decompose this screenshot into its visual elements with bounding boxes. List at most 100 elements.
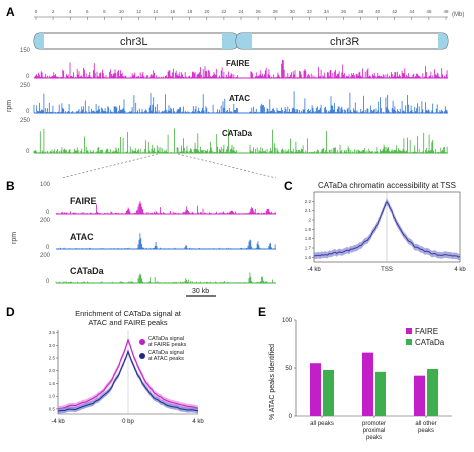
megabase-tick-label: 0 [35,9,38,14]
y-tick-label: 3.0 [49,343,56,348]
legend-atac-marker [139,353,145,359]
y-tick-label: 3.5 [49,330,56,335]
megabase-tick-label: 30 [290,9,296,14]
panel-a-catada-ymin: 0 [26,149,30,155]
megabase-tick-label: 10 [119,9,125,14]
megabase-tick-label: 6 [86,9,89,14]
x-tick-label: 4 kb [192,419,204,425]
megabase-tick-label: 46 [426,9,432,14]
y-tick-label: 1.7 [305,246,312,251]
chr3R-telomere-shade [438,33,448,49]
megabase-tick-label: 32 [307,9,313,14]
megabase-tick-label: 16 [170,9,176,14]
megabase-tick-label: 48 [443,9,449,14]
y-tick-label: 50 [285,366,292,372]
legend-faire-marker [139,339,145,345]
panel-b-scale-label: 30 kb [192,288,209,295]
megabase-tick-label: 18 [187,9,193,14]
x-tick-label: 4 kb [454,267,466,273]
panel-a-catada-ymax: 250 [20,118,31,124]
y-tick-label: 1.5 [49,381,56,386]
bar-catada-0 [323,369,334,416]
y-tick-label: 1.0 [49,394,56,399]
legend-faire-label: FAIRE [415,327,438,336]
panel-a-faire-ymin: 0 [26,74,30,80]
tss-accessibility-line [313,201,461,258]
x-category-label: promoter proximal peaks [362,421,386,441]
chromosome-ideogram [33,32,449,50]
megabase-tick-label: 40 [375,9,381,14]
legend-atac-line1: CATaDa signal [148,350,184,356]
legend-faire-line1: CATaDa signal [148,336,184,342]
megabase-tick-label: 20 [204,9,210,14]
panel-d-chart: 0.5 1.0 1.5 2.0 2.5 3.0 3.5 -4 kb 0 bp 4 kb [49,330,204,425]
y-tick-label: 2 [308,218,311,223]
megabase-tick-label: 34 [324,9,330,14]
series-line [57,349,199,412]
megabase-tick-label: 4 [69,9,72,14]
y-tick-label: 2.5 [49,356,56,361]
panel-d-title-line1: Enrichment of CATaDa signal at [75,309,182,318]
x-tick-label: TSS [381,267,393,273]
y-tick-label: 2.2 [305,199,312,204]
panel-b-catada-ymax: 200 [40,253,51,259]
panel-b-atac-ymin: 0 [46,245,50,251]
category-label-line: all other [415,421,436,427]
panel-b-tracks [55,201,276,284]
bar-faire-0 [310,363,321,416]
panel-a-tracks [33,59,448,154]
megabase-tick-label: 14 [153,9,159,14]
panel-b-faire-ymax: 100 [40,182,51,188]
y-tick-label: 100 [282,318,293,324]
y-tick-label: 2.1 [305,208,312,213]
y-tick-label: 2.0 [49,368,56,373]
megabase-unit-label: (Mb) [452,12,464,18]
panel-a-rpm-label: rpm [6,100,13,112]
chr3R-centromere-shade [236,33,252,49]
megabase-tick-label: 26 [256,9,262,14]
megabase-tick-label: 12 [136,9,142,14]
panel-c-letter: C [284,179,293,193]
megabase-tick-label: 2 [52,9,55,14]
megabase-tick-label: 24 [238,9,244,14]
y-tick-label: 1.9 [305,227,312,232]
panel-c-title: CATaDa chromatin accessibility at TSS [318,181,456,190]
bar-faire-1 [362,352,373,416]
chr3L-label: chr3L [120,36,148,48]
category-label-line: promoter [362,421,386,427]
panel-a-atac-ymax: 250 [20,83,31,89]
bar-catada-1 [375,371,386,416]
bar-catada-2 [427,368,438,416]
legend-catada-swatch [406,339,412,345]
panel-b-faire-ymin: 0 [46,210,50,216]
panel-b-catada-ymin: 0 [46,279,50,285]
legend-atac-line2: at ATAC peaks [148,356,184,362]
series-band [58,337,198,412]
panel-b-atac-ymax: 200 [40,218,51,224]
panel-a-faire-ymax: 150 [20,48,31,54]
megabase-tick-label: 8 [103,9,106,14]
panel-a-letter: A [6,5,15,19]
x-tick-label: -4 kb [307,267,321,273]
category-label-line: peaks [366,435,382,441]
panel-e-letter: E [258,305,266,319]
panel-a-track-faire-label: FAIRE [226,59,250,68]
megabase-tick-label: 38 [358,9,364,14]
legend-faire-line2: at FAIRE peaks [148,342,186,348]
panel-b-letter: B [6,179,15,193]
category-label-line: all peaks [310,421,334,427]
chr3L-centromere-shade [222,33,238,49]
y-tick-label: 1.6 [305,255,312,260]
panel-b-track-catada-label: CATaDa [70,266,105,276]
panel-e-ylabel: % ATAC peaks identified [269,344,276,420]
megabase-tick-label: 44 [409,9,415,14]
panel-a-track-catada-label: CATaDa [222,129,252,138]
y-tick-label: 0 [289,414,293,420]
category-label-line: proximal [363,428,386,434]
panel-a-track-atac-label: ATAC [229,94,250,103]
panel-d-title-line2: ATAC and FAIRE peaks [88,318,168,327]
category-label-line: peaks [418,428,434,434]
series-line [57,338,199,410]
x-tick-label: 0 bp [122,419,134,425]
